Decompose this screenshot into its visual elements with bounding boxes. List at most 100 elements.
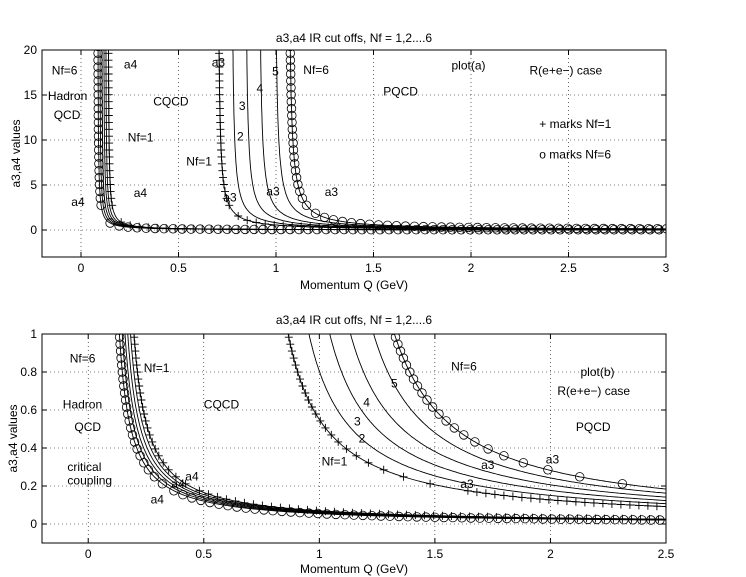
series-a4-nf1-marker [104,76,113,85]
series-a3-nf1-marker [481,489,490,498]
annotation-label: coupling [67,473,112,487]
series-a4-nf6-marker [119,381,129,391]
series-a3-nf6-marker [481,222,492,233]
series-a3-nf1-marker [553,496,562,505]
annotation-label: QCD [54,108,81,122]
series-a4-nf1-marker [164,465,173,474]
series-a4-nf1-marker [492,513,501,521]
series-a4-nf1-marker [195,486,204,495]
series-a3-nf1-marker [217,146,226,154]
series-group [114,334,688,525]
series-a4-nf1-marker [144,223,153,232]
series-a4-nf1-marker [105,159,114,168]
series-a4-nf1-marker [249,500,258,509]
series-a4-nf1-marker [104,118,113,127]
series-a3-nf6-marker [589,223,600,234]
series-a3-nf1-marker [598,499,607,508]
series-a3-nf6-marker [364,219,375,230]
series-a3-nf1-marker [288,222,297,231]
series-a4-nf1-marker [204,490,213,499]
series-a3-nf1-marker [216,111,224,120]
series-a4-nf1-marker [107,194,116,203]
series-a4-nf1-marker [138,403,147,411]
series-a4-nf1-marker [600,514,609,523]
series-a3-nf6-marker [417,388,427,398]
series-a4-nf1-marker [294,505,303,514]
series-a4-nf1-marker [564,514,573,523]
series-a3-nf1-marker [225,201,234,210]
series-a3-nf6-marker [422,395,432,405]
annotation-label: a4 [185,470,199,484]
series-a4-nf1-marker [501,513,510,522]
x-tick-label: 0 [78,261,85,275]
series-a4-nf1-marker [438,511,447,520]
series-a3-nf6-marker [449,423,460,433]
series-a4-nf1-marker [243,225,252,234]
series-a4-nf6-marker [129,437,140,447]
series-a3-nf6-marker [535,223,546,233]
series-a4-nf1-marker [582,514,591,523]
series-a3-nf6-marker [290,165,301,176]
series-a3-nf6-marker [490,223,501,233]
series-a3-nf6-marker [454,222,465,233]
y-axis-label: a3,a4 values [6,404,20,472]
series-a4-nf1-marker [133,334,135,335]
series-a4-nf1-marker [573,514,582,523]
series-a3-nf6-marker [293,179,303,190]
series-a4-nf1-marker [627,514,636,523]
series-a3-nf6-marker [391,220,402,231]
series-a3-nf6-marker [412,381,423,391]
series-a3-nf6-marker [319,212,330,223]
series-a4-nf1-marker [198,224,207,233]
series-a3-nf1-marker [334,437,343,446]
series-a4-nf1-marker [105,152,114,161]
series-a3-nf6-marker [390,334,401,342]
annotation-label: Nf=6 [70,352,96,366]
series-a3-nf1-marker [222,194,231,203]
series-a3-nf1-marker [286,340,295,349]
series-a3-nf6-marker [346,217,357,228]
series-a3-nf5-line [373,334,666,494]
series-a3-nf1-marker [296,375,304,384]
series-a3-nf1-marker [215,97,224,106]
annotation-label: Nf=6 [52,64,78,78]
series-a3-nf1-marker [287,347,296,356]
series-a4-nf1-marker [483,512,492,521]
series-a3-nf1-marker [315,223,324,232]
annotation-label: 5 [391,376,398,390]
series-a3-nf6-marker [543,465,553,475]
series-a3-nf1-marker [284,334,293,342]
series-a4-nf6-marker [121,402,132,412]
x-tick-label: 2 [547,547,554,561]
series-a3-nf1-marker [499,491,508,500]
series-a3-nf1-marker [293,368,302,377]
series-a3-nf1-marker [215,104,224,113]
series-a3-nf6-marker [286,83,296,93]
series-a3-nf1-marker [217,159,226,168]
series-a3-nf6-marker [285,55,296,65]
x-axis-label: Momentum Q (GeV) [300,278,408,292]
annotation-label: R(e+e−) case [530,64,603,78]
series-a4-nf1-marker [117,218,126,227]
series-a3-nf1-marker [307,403,316,411]
annotation-label: Hadron [63,397,102,411]
series-a3-nf1-marker [243,216,252,225]
series-a3-nf6-marker [679,487,688,496]
series-a4-nf1-marker [104,63,113,72]
annotation-label: CQCD [153,94,189,108]
plot-frame [41,333,667,544]
series-a4-nf1-marker [474,512,483,521]
series-a4-nf6-marker [115,339,125,349]
series-a4-nf1-marker [456,512,465,521]
series-a3-nf6-marker [398,353,409,363]
series-a4-nf1-marker [135,222,144,231]
series-a4-nf1-marker [145,430,154,439]
series-a4-nf1-marker [252,225,261,234]
series-a3-nf6-marker [289,152,299,162]
y-tick-label: 5 [30,178,37,192]
series-a4-nf1-marker [106,187,115,196]
series-a3-nf1-marker [221,187,229,196]
series-a3-nf6-marker [598,223,609,234]
series-a4-nf1-marker [132,354,140,363]
series-a4-nf1-marker [519,513,528,522]
